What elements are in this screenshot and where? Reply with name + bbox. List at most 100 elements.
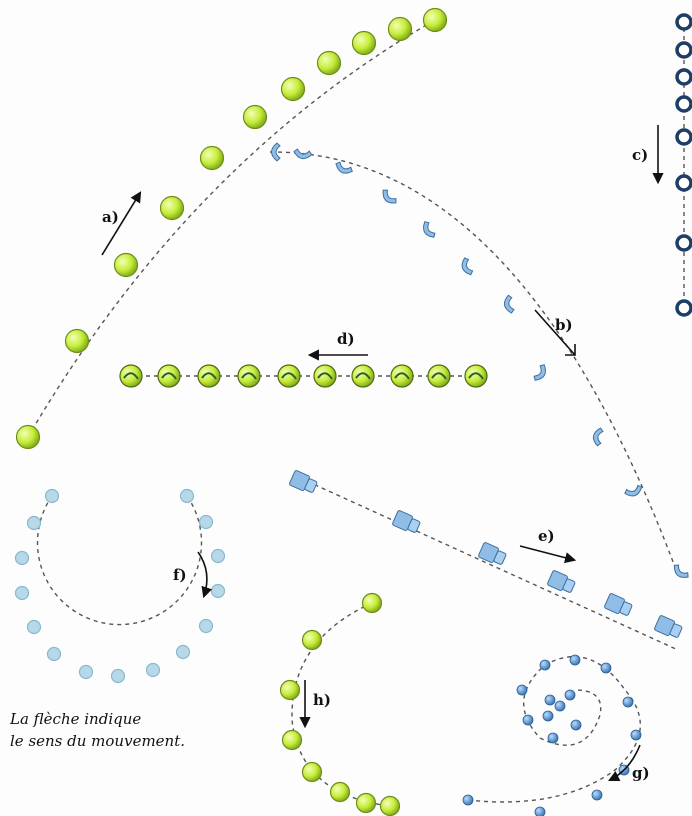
- path-g: [467, 656, 641, 803]
- dot-f: [26, 619, 42, 635]
- ball-d-stripe: [355, 372, 371, 380]
- ball-d: [351, 364, 375, 388]
- dot-f: [210, 583, 226, 599]
- path-h: [291, 602, 391, 807]
- boomerang-b: [624, 484, 643, 497]
- ring-c: [675, 95, 692, 113]
- dot-f: [78, 664, 94, 680]
- ball-a: [387, 16, 413, 42]
- ring-c: [675, 68, 692, 86]
- path-b: [269, 151, 679, 576]
- boomerang-b: [293, 148, 313, 160]
- cylinder-e-cap: [304, 478, 318, 493]
- boomerang-b: [382, 189, 397, 204]
- dot-g: [462, 794, 474, 806]
- dot-g: [600, 662, 612, 674]
- boomerang-b: [592, 427, 604, 447]
- ball-d: [427, 364, 451, 388]
- ball-d-stripe: [317, 372, 333, 380]
- dot-f: [46, 646, 62, 662]
- dot-g: [622, 696, 634, 708]
- dot-f: [198, 618, 214, 634]
- dot-g: [569, 654, 581, 666]
- dot-f: [14, 585, 30, 601]
- boomerang-b: [503, 294, 515, 314]
- dot-f: [14, 550, 30, 566]
- dot-g: [570, 719, 582, 731]
- arrow-g-icon: [607, 744, 641, 782]
- direction-arrows: [101, 125, 664, 782]
- ball-d: [119, 364, 143, 388]
- dot-f: [179, 488, 195, 504]
- ball-h: [301, 761, 323, 783]
- caption-line-2: le sens du mouvement.: [10, 732, 185, 750]
- ball-d: [197, 364, 221, 388]
- boomerang-b: [271, 142, 281, 162]
- boomerang-b: [335, 161, 353, 174]
- boomerang-b: [673, 564, 689, 578]
- arrow-a-icon: [101, 191, 142, 256]
- ball-a: [15, 424, 41, 450]
- ball-a: [280, 76, 306, 102]
- arrow-b-icon: [534, 309, 576, 356]
- label-d: d): [337, 330, 355, 348]
- label-h: h): [313, 691, 331, 709]
- ball-a: [422, 7, 448, 33]
- dot-f: [210, 548, 226, 564]
- ball-h: [279, 679, 301, 701]
- dot-f: [26, 515, 42, 531]
- path-f: [36, 495, 203, 626]
- dot-g: [539, 659, 551, 671]
- ball-d-stripe: [161, 372, 177, 380]
- dot-f: [44, 488, 60, 504]
- ball-d-stripe: [281, 372, 297, 380]
- ring-c: [675, 41, 692, 59]
- dot-f: [110, 668, 126, 684]
- ball-d: [464, 364, 488, 388]
- dot-g: [564, 689, 576, 701]
- ball-a: [242, 104, 268, 130]
- label-e: e): [538, 527, 555, 545]
- ball-d-stripe: [394, 372, 410, 380]
- dot-g: [516, 684, 528, 696]
- ring-c: [675, 128, 692, 146]
- label-c: c): [632, 146, 648, 164]
- ball-d-stripe: [241, 372, 257, 380]
- cylinder-e-cap: [562, 578, 576, 593]
- label-g: g): [632, 764, 650, 782]
- boomerang-b: [533, 364, 546, 381]
- ball-a: [113, 252, 139, 278]
- label-b: b): [555, 316, 573, 334]
- ring-c: [675, 174, 692, 192]
- ball-d-stripe: [431, 372, 447, 380]
- path-a: [27, 19, 436, 438]
- ball-d-stripe: [468, 372, 484, 380]
- dot-g: [544, 694, 556, 706]
- ball-a: [64, 328, 90, 354]
- boomerang-b: [461, 257, 474, 276]
- ring-c: [675, 13, 692, 31]
- dot-f: [145, 662, 161, 678]
- cylinder-e-cap: [407, 518, 421, 533]
- ring-c: [675, 234, 692, 252]
- ball-a: [351, 30, 377, 56]
- ball-a: [199, 145, 225, 171]
- ball-d: [313, 364, 337, 388]
- dot-g: [547, 732, 559, 744]
- ball-h: [329, 781, 351, 803]
- ball-d: [237, 364, 261, 388]
- ball-a: [159, 195, 185, 221]
- trajectory-paths: [27, 19, 685, 807]
- ball-d: [390, 364, 414, 388]
- moving-objects: [14, 7, 692, 816]
- cylinder-e-cap: [619, 601, 633, 616]
- caption: La flèche indique le sens du mouvement.: [10, 708, 185, 752]
- ball-h: [379, 795, 401, 816]
- ball-d: [277, 364, 301, 388]
- dot-g: [522, 714, 534, 726]
- dot-g: [542, 710, 554, 722]
- ball-d-stripe: [201, 372, 217, 380]
- ball-h: [361, 592, 383, 614]
- ball-h: [281, 729, 303, 751]
